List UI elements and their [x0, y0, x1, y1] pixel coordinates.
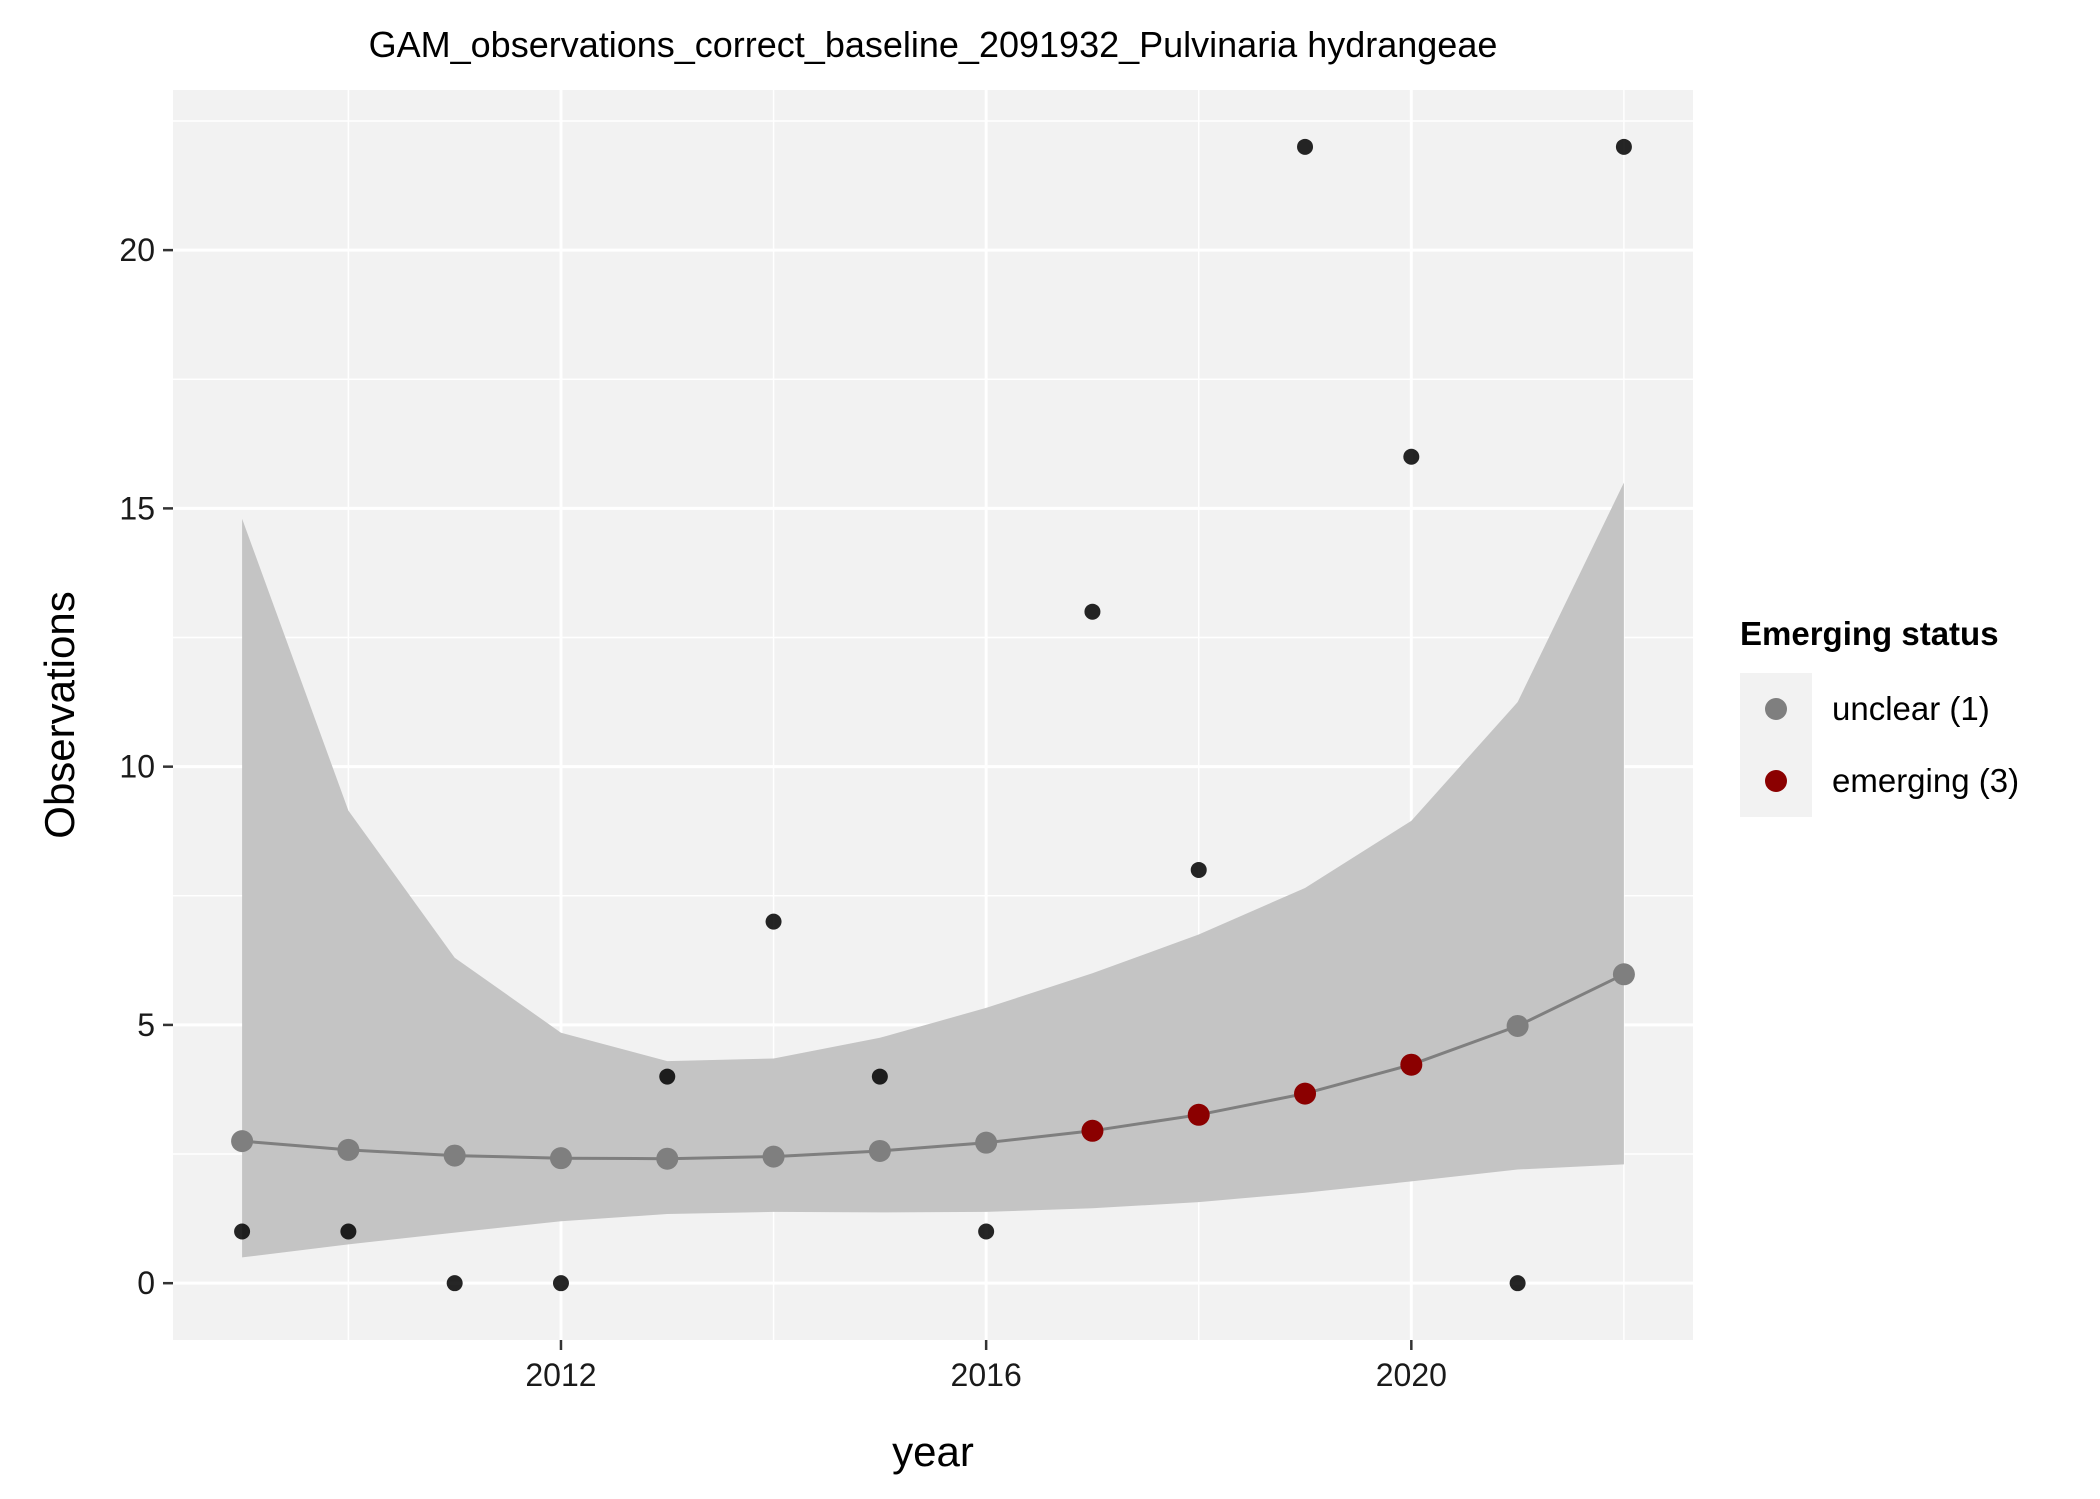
gam-fit-point: [231, 1130, 254, 1153]
observation-point: [1509, 1275, 1526, 1292]
x-tick-label: 2020: [1376, 1357, 1447, 1393]
observation-point: [1190, 861, 1207, 878]
observation-point: [1084, 603, 1101, 620]
gam-fit-point: [1081, 1119, 1104, 1142]
y-axis-title: Observations: [36, 591, 83, 838]
x-axis: 2012 2016 2020: [525, 1340, 1447, 1393]
gam-fit-point: [656, 1147, 679, 1170]
confidence-ribbon: [242, 482, 1624, 1258]
observation-point: [871, 1068, 888, 1085]
gam-fit-point: [549, 1147, 572, 1170]
legend-label-unclear: unclear (1): [1832, 690, 1990, 727]
legend-key-unclear: [1765, 698, 1787, 720]
gam-fit-point: [1612, 963, 1635, 986]
y-tick-label: 20: [119, 232, 155, 268]
observation-point: [765, 913, 782, 930]
y-tick-label: 5: [137, 1007, 155, 1043]
gam-fit-point: [337, 1138, 360, 1161]
observation-point: [1297, 138, 1314, 155]
legend-key-emerging: [1765, 770, 1787, 792]
legend: Emerging status unclear (1) emerging (3): [1740, 615, 2019, 817]
chart-title: GAM_observations_correct_baseline_209193…: [369, 24, 1498, 65]
observation-point: [234, 1223, 251, 1240]
y-tick-label: 15: [119, 490, 155, 526]
y-tick-label: 0: [137, 1265, 155, 1301]
x-tick-label: 2012: [525, 1357, 596, 1393]
gam-fit-point: [868, 1139, 891, 1162]
observation-point: [1403, 448, 1420, 465]
legend-key-bg: [1740, 673, 1812, 817]
observation-point: [340, 1223, 357, 1240]
x-axis-title: year: [892, 1428, 974, 1475]
gam-fit-point: [1294, 1082, 1317, 1105]
gam-fit-point: [1187, 1103, 1210, 1126]
gam-fit-points: [231, 963, 1635, 1170]
legend-label-emerging: emerging (3): [1832, 762, 2019, 799]
y-axis: 0 5 10 15 20: [119, 232, 173, 1301]
gam-fit-point: [1506, 1014, 1529, 1037]
gam-fit-line: [241, 972, 1625, 1161]
observation-point: [1615, 138, 1632, 155]
observation-point: [978, 1223, 995, 1240]
legend-title: Emerging status: [1740, 615, 1999, 652]
observation-points: [234, 138, 1632, 1292]
y-tick-label: 10: [119, 749, 155, 785]
x-tick-label: 2016: [951, 1357, 1022, 1393]
observation-point: [552, 1275, 569, 1292]
gam-fit-point: [975, 1131, 998, 1154]
gam-fit-point: [443, 1144, 466, 1167]
observation-point: [659, 1068, 676, 1085]
observation-point: [446, 1275, 463, 1292]
gam-fit-point: [1400, 1053, 1423, 1076]
gam-fit-point: [762, 1145, 785, 1168]
